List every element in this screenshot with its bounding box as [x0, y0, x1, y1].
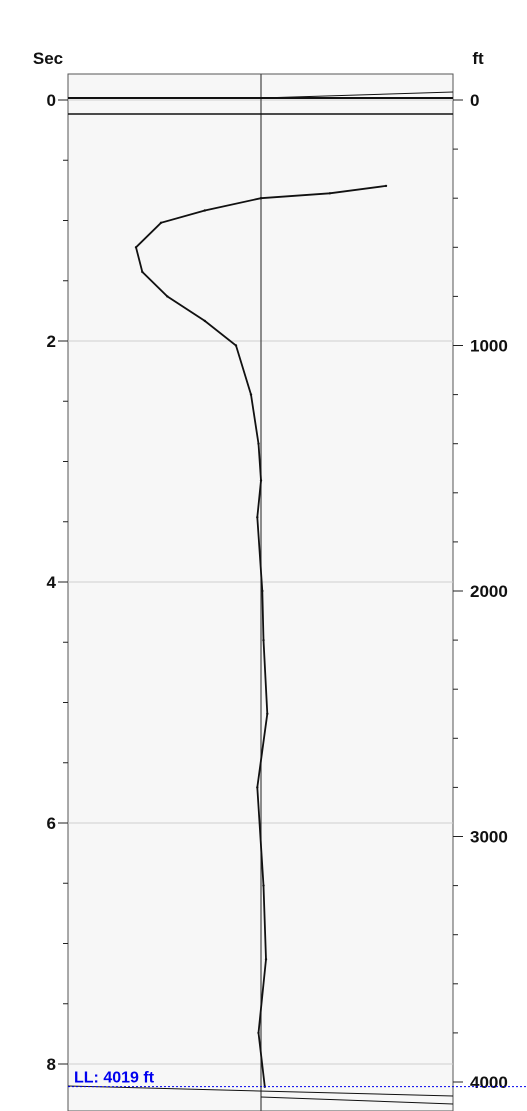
- curve-point: [259, 479, 263, 482]
- left-tick-label: 4: [47, 573, 57, 592]
- curve-point: [134, 246, 138, 249]
- curve-point: [262, 884, 265, 887]
- right-axis-unit-label: ft: [472, 49, 484, 68]
- left-axis: 0 2 4 6 8: [47, 91, 68, 1074]
- curve-point: [159, 221, 163, 224]
- curve-point: [262, 638, 265, 642]
- curve-point: [257, 1031, 260, 1035]
- curve-marks: [67, 74, 454, 1111]
- right-tick-label: 1000: [470, 337, 508, 356]
- curve-point: [203, 319, 206, 323]
- left-axis-unit-label: Sec: [33, 49, 63, 68]
- curve-point: [203, 209, 206, 212]
- left-tick-label: 0: [47, 91, 56, 110]
- velocity-curve: [134, 185, 387, 1087]
- curve-point: [384, 184, 388, 188]
- right-tick-label: 3000: [470, 828, 508, 847]
- curve-point: [256, 516, 259, 519]
- right-tick-label: 4000: [470, 1073, 508, 1092]
- curve-point: [166, 295, 169, 298]
- right-tick-label: 0: [470, 91, 479, 110]
- curve-point: [234, 344, 238, 347]
- annotations: LL: 4019 ft: [68, 1070, 527, 1088]
- curve-point: [256, 786, 259, 789]
- curve-point: [249, 393, 253, 396]
- ll-label: LL: 4019 ft: [74, 1070, 155, 1087]
- curve-point: [266, 712, 269, 715]
- curve-point: [257, 442, 260, 445]
- curve-point: [264, 958, 268, 961]
- right-tick-label: 2000: [470, 582, 508, 601]
- left-tick-label: 6: [47, 814, 56, 833]
- right-axis: 0 1000 2000 3000 4000: [453, 91, 508, 1092]
- bottom-diagonal-mark: [67, 1085, 454, 1097]
- bottom-diagonal-mark: [260, 1096, 454, 1105]
- left-tick-label: 8: [47, 1055, 56, 1074]
- curve-point: [328, 192, 331, 195]
- curve-point: [261, 589, 264, 593]
- curve-point: [259, 197, 263, 200]
- top-diagonal-mark: [260, 91, 454, 99]
- curve-point: [141, 270, 144, 274]
- left-tick-label: 2: [47, 332, 56, 351]
